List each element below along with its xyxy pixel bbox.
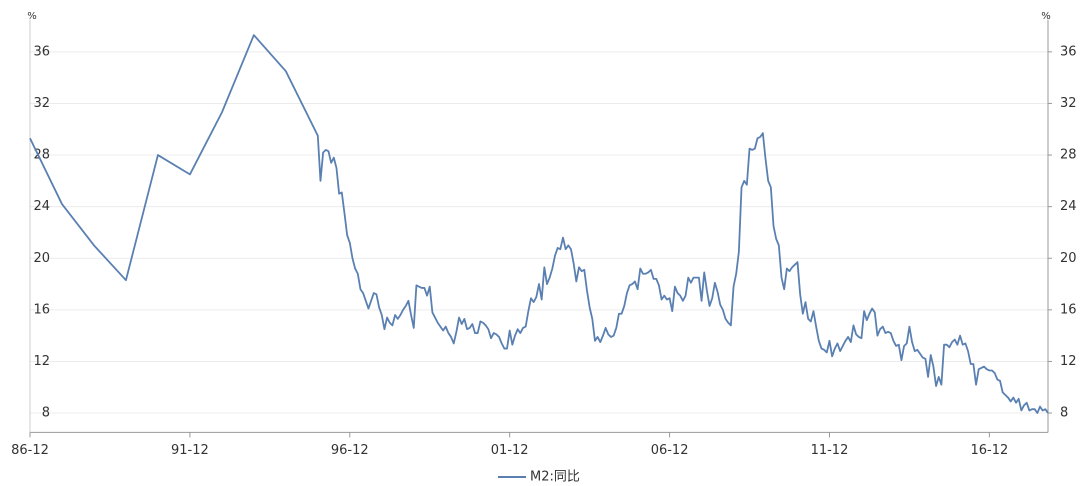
- x-tick-label: 96-12: [331, 443, 369, 458]
- x-tick-label: 86-12: [11, 443, 49, 458]
- y-tick-label: 8: [42, 406, 50, 421]
- y2-tick-label: 20: [1060, 251, 1077, 266]
- y-tick-label: 28: [33, 148, 50, 163]
- y2-tick-label: 8: [1060, 406, 1068, 421]
- x-tick-label: 01-12: [491, 443, 529, 458]
- x-tick-label: 91-12: [171, 443, 209, 458]
- y2-tick-label: 36: [1060, 44, 1077, 59]
- y2-tick-label: 16: [1060, 302, 1077, 317]
- legend-label: M2:同比: [530, 470, 580, 485]
- y-tick-label: 36: [33, 44, 50, 59]
- y2-tick-label: 28: [1060, 148, 1077, 163]
- x-tick-label: 16-12: [970, 443, 1008, 458]
- legend: M2:同比: [498, 470, 580, 485]
- x-tick-label: 11-12: [811, 443, 849, 458]
- y-tick-label: 12: [33, 354, 50, 369]
- y2-tick-label: 32: [1060, 96, 1077, 111]
- y2-tick-label: 12: [1060, 354, 1077, 369]
- y2-unit: %: [1041, 11, 1051, 22]
- x-tick-label: 06-12: [651, 443, 689, 458]
- y-tick-label: 24: [33, 199, 50, 214]
- y-tick-label: 16: [33, 302, 50, 317]
- y-tick-label: 20: [33, 251, 50, 266]
- y2-tick-label: 24: [1060, 199, 1077, 214]
- y-unit: %: [27, 11, 37, 22]
- y-tick-label: 32: [33, 96, 50, 111]
- data-line: [29, 34, 1049, 414]
